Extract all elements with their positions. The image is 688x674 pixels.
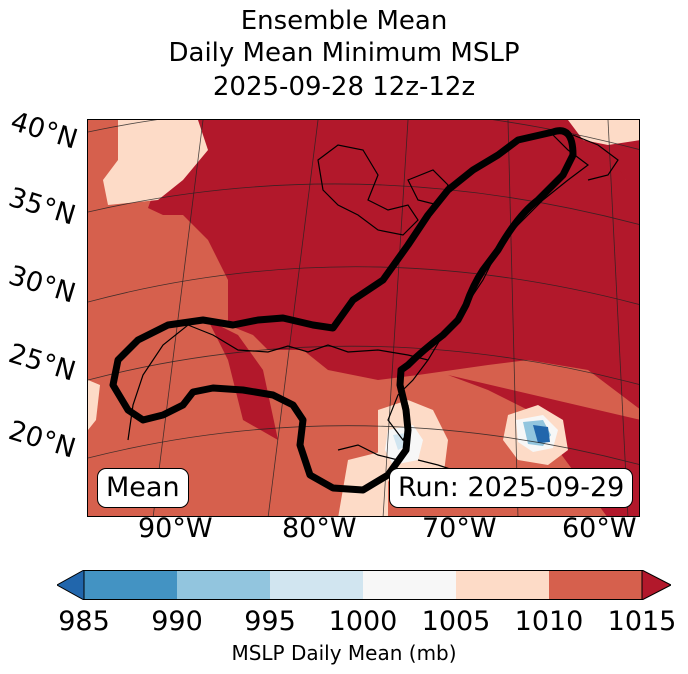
colorbar-tick-1000: 1000 <box>328 606 398 637</box>
lat-label-35: 35°N <box>4 182 80 232</box>
colorbar-bin-985-990 <box>84 570 177 600</box>
ensemble-contour <box>109 127 577 494</box>
lat-label-20: 20°N <box>4 415 80 465</box>
lat-label-30: 30°N <box>4 260 80 310</box>
colorbar-tick-990: 990 <box>151 606 203 637</box>
field-1005-1010-ne <box>568 120 639 145</box>
pressure-field-map <box>88 120 639 516</box>
field-1005-1010-south <box>338 450 388 516</box>
lat-label-25: 25°N <box>4 338 80 388</box>
field-1015-plus-gulf <box>208 320 278 440</box>
colorbar-tick-985: 985 <box>58 606 110 637</box>
lon-label-90w: 90°W <box>138 513 213 544</box>
lon-label-80w: 80°W <box>282 513 357 544</box>
colorbar-bin-1005-1010 <box>456 570 549 600</box>
lon-label-60w: 60°W <box>562 513 637 544</box>
map-panel <box>87 119 640 517</box>
title-line-3: 2025-09-28 12z-12z <box>212 72 476 102</box>
run-date-box: Run: 2025-09-29 <box>389 468 634 508</box>
title-line-1: Ensemble Mean <box>240 6 448 36</box>
colorbar-label: MSLP Daily Mean (mb) <box>231 641 457 665</box>
field-985-990-low <box>533 425 550 443</box>
colorbar-outline <box>83 570 643 600</box>
colorbar-tick-1005: 1005 <box>421 606 491 637</box>
field-1005-1010-west <box>88 380 100 430</box>
colorbar-tick-1015: 1015 <box>607 606 677 637</box>
lat-label-40: 40°N <box>6 106 82 156</box>
colorbar-bin-1010-1015 <box>549 570 642 600</box>
colorbar <box>57 570 671 600</box>
colorbar-tick-1010: 1010 <box>514 606 584 637</box>
colorbar-bin-990-995 <box>177 570 270 600</box>
field-1005-1010-nw <box>103 120 208 205</box>
colorbar-bin-1000-1005 <box>363 570 456 600</box>
colorbar-min-arrow <box>57 570 85 600</box>
mean-label-box: Mean <box>97 468 189 508</box>
lon-label-70w: 70°W <box>422 513 497 544</box>
title-line-2: Daily Mean Minimum MSLP <box>168 38 520 68</box>
colorbar-max-arrow <box>641 570 671 600</box>
colorbar-tick-995: 995 <box>244 606 296 637</box>
colorbar-bin-995-1000 <box>270 570 363 600</box>
